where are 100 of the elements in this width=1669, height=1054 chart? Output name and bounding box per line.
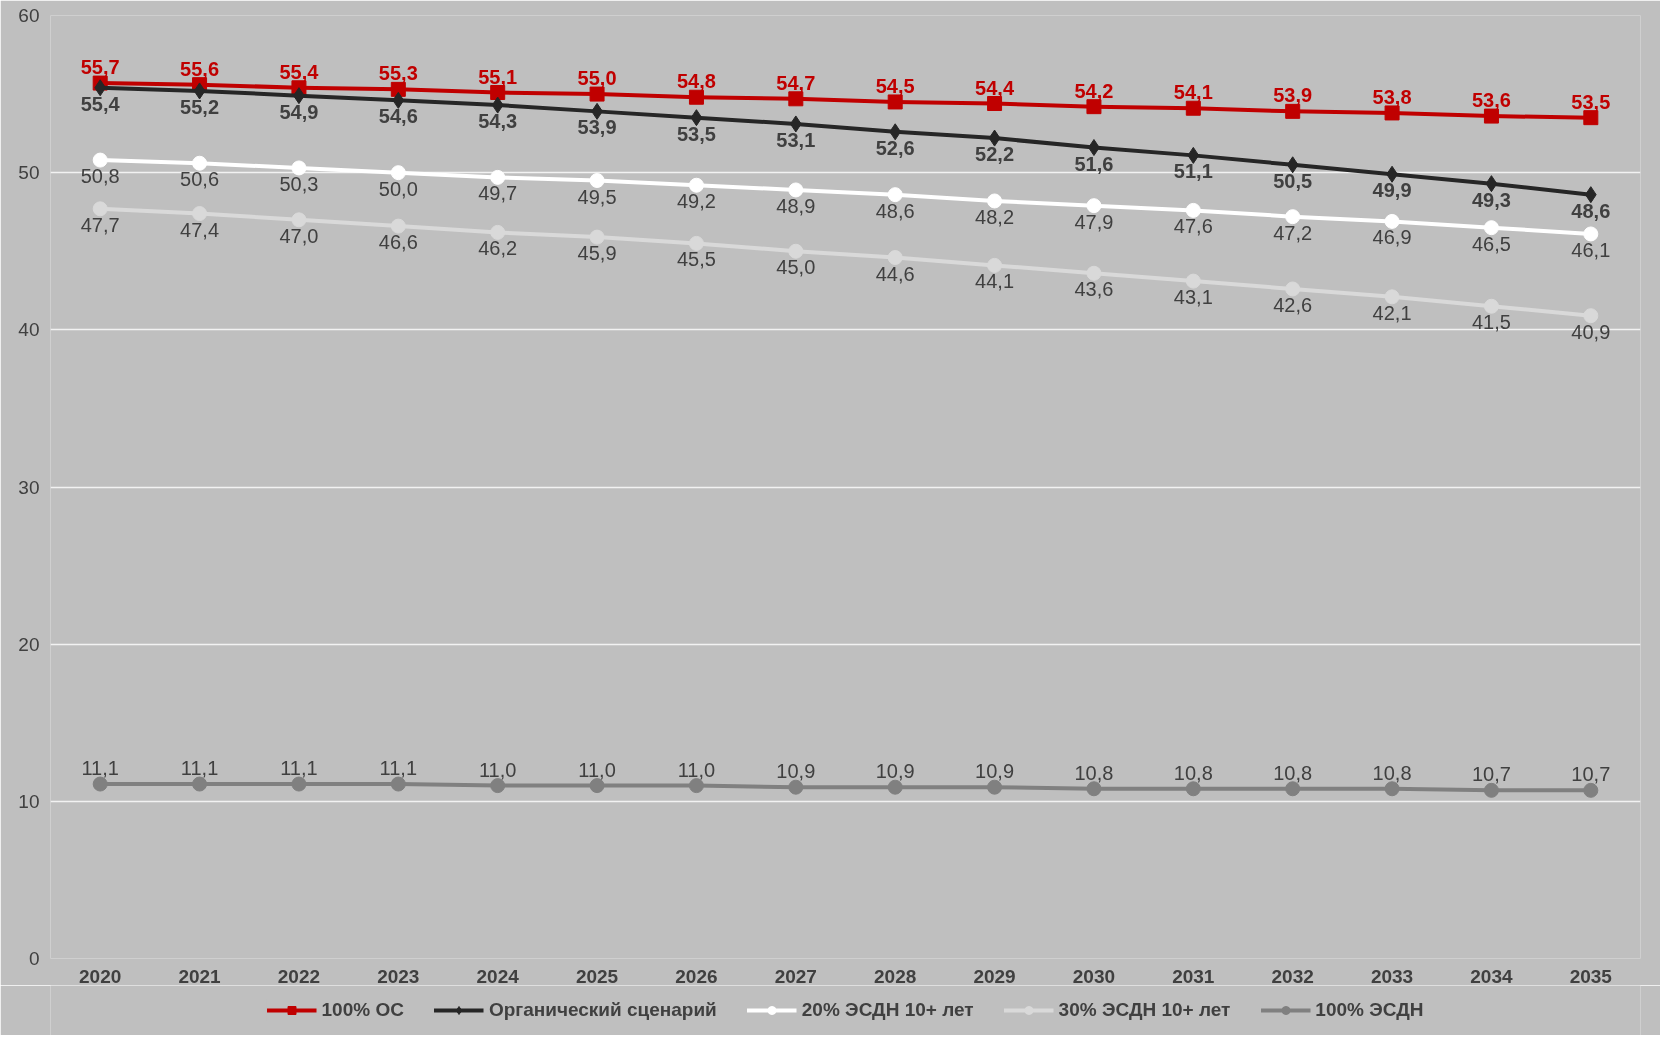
- data-label: 49,3: [1471, 188, 1511, 211]
- x-tick-label: 2022: [277, 965, 321, 987]
- point: [788, 243, 804, 259]
- point: [1483, 298, 1499, 314]
- point: [1583, 110, 1599, 126]
- point: [987, 96, 1003, 112]
- point: [1485, 175, 1498, 193]
- data-label: 45,5: [676, 248, 716, 271]
- point: [887, 250, 903, 266]
- point: [688, 177, 704, 193]
- data-label: 44,6: [875, 262, 915, 285]
- data-label: 55,4: [279, 60, 320, 83]
- data-label: 50,8: [80, 165, 120, 188]
- data-label: 53,9: [1273, 84, 1313, 107]
- point: [1285, 209, 1301, 225]
- point: [291, 160, 307, 176]
- data-label: 10,8: [1372, 761, 1412, 784]
- x-tick-label: 2033: [1370, 965, 1414, 987]
- x-tick-label: 2031: [1172, 965, 1215, 987]
- data-label: 41,5: [1471, 311, 1511, 334]
- point: [987, 257, 1003, 273]
- point: [1185, 273, 1201, 289]
- point: [1384, 289, 1400, 305]
- legend-label: Органический сценарий: [488, 999, 717, 1021]
- point: [887, 187, 903, 203]
- data-label: 48,6: [875, 199, 915, 222]
- data-label: 55,2: [180, 95, 220, 118]
- x-tick-label: 2021: [178, 965, 222, 987]
- legend-label: 100% ЭСДН: [1315, 999, 1424, 1021]
- point: [1583, 308, 1599, 324]
- x-tick-label: 2035: [1569, 965, 1613, 987]
- data-label: 55,0: [577, 67, 617, 90]
- point: [1384, 213, 1400, 229]
- point: [1286, 156, 1299, 174]
- data-label: 53,6: [1471, 89, 1511, 112]
- y-tick-label: 60: [18, 5, 40, 26]
- point: [192, 155, 208, 171]
- y-tick-label: 10: [18, 790, 40, 812]
- data-label: 53,1: [776, 128, 816, 151]
- data-label: 11,1: [280, 757, 318, 780]
- data-label: 43,1: [1173, 286, 1213, 309]
- point: [887, 94, 903, 110]
- data-label: 46,6: [378, 231, 418, 254]
- data-label: 49,9: [1372, 179, 1412, 202]
- data-label: 11,1: [379, 757, 418, 780]
- point: [392, 91, 405, 109]
- data-label: 10,8: [1173, 761, 1213, 784]
- data-label: 47,9: [1074, 210, 1114, 233]
- data-label: 54,5: [875, 74, 915, 97]
- data-label: 54,6: [378, 105, 418, 128]
- data-label: 48,9: [776, 194, 816, 217]
- data-label: 10,7: [1571, 763, 1611, 786]
- x-tick-label: 2020: [79, 965, 122, 987]
- data-label: 54,1: [1173, 81, 1213, 104]
- point: [390, 218, 406, 234]
- point: [889, 123, 902, 141]
- point: [788, 182, 804, 198]
- data-label: 11,0: [677, 758, 716, 781]
- point: [1483, 220, 1499, 236]
- y-tick-label: 0: [28, 948, 40, 969]
- data-label: 52,2: [975, 143, 1015, 166]
- point: [1384, 105, 1400, 121]
- data-label: 54,4: [975, 76, 1015, 99]
- data-label: 51,1: [1173, 160, 1213, 183]
- x-tick-label: 2024: [476, 965, 520, 987]
- data-label: 54,9: [279, 100, 319, 123]
- point: [589, 86, 605, 102]
- data-label: 10,8: [1074, 761, 1114, 784]
- data-label: 47,0: [279, 224, 319, 247]
- data-label: 48,2: [975, 205, 1015, 228]
- point: [92, 152, 108, 168]
- data-label: 52,6: [875, 136, 915, 159]
- data-label: 51,6: [1074, 152, 1114, 175]
- point: [1086, 99, 1102, 115]
- data-label: 46,2: [478, 237, 518, 260]
- data-label: 50,0: [378, 177, 418, 200]
- data-label: 53,5: [676, 122, 716, 145]
- data-label: 11,1: [81, 757, 119, 780]
- point: [491, 96, 504, 114]
- data-label: 50,6: [180, 168, 220, 191]
- data-label: 45,0: [776, 256, 816, 279]
- data-label: 44,1: [975, 270, 1015, 293]
- point: [589, 173, 605, 189]
- data-label: 48,6: [1571, 199, 1611, 222]
- data-label: 54,3: [478, 110, 518, 133]
- y-tick-label: 50: [18, 162, 40, 184]
- point: [490, 224, 506, 240]
- point: [291, 212, 307, 228]
- x-tick-label: 2032: [1271, 965, 1314, 987]
- point: [1584, 186, 1597, 204]
- point: [193, 82, 206, 100]
- data-label: 11,1: [180, 757, 219, 780]
- y-tick-label: 20: [18, 633, 40, 655]
- point: [1185, 202, 1201, 218]
- data-label: 10,8: [1273, 761, 1313, 784]
- data-label: 11,0: [578, 758, 616, 781]
- x-tick-label: 2029: [973, 965, 1016, 987]
- data-label: 55,6: [180, 57, 220, 80]
- data-label: 11,0: [478, 758, 517, 781]
- data-label: 42,1: [1372, 301, 1412, 324]
